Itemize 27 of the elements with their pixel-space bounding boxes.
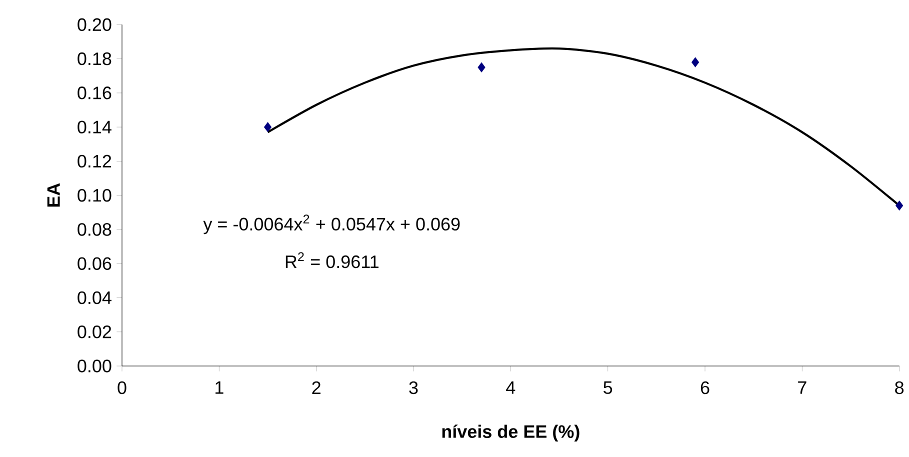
x-tick-label: 4 [506, 381, 516, 394]
y-axis-title: EA [47, 183, 60, 207]
x-tick-label: 7 [798, 381, 806, 394]
point [692, 57, 700, 68]
y-tick-label: 0.14 [78, 120, 112, 134]
y-tick-label: 0.04 [78, 291, 112, 304]
y-tick-label: 0.10 [78, 188, 112, 202]
point [478, 62, 486, 72]
x-tick-label: 8 [895, 381, 904, 394]
x-tick-label: 0 [118, 381, 126, 394]
y-tick-label: 0.20 [78, 18, 112, 32]
y-tick-label: 0.00 [78, 360, 112, 372]
x-tick-label: 1 [216, 381, 224, 394]
y-tick-label: 0.02 [78, 325, 112, 338]
x-tick-label: 5 [604, 381, 612, 394]
annotation: y = -0.0064x$^{2}$ + 0.0547x + 0.069 [203, 214, 460, 234]
x-tick-label: 2 [312, 381, 320, 394]
x-axis-title: níveis de EE (%) [442, 424, 580, 442]
y-tick-label: 0.18 [78, 52, 112, 66]
x-tick-label: 6 [700, 381, 710, 394]
y-tick-label: 0.12 [78, 154, 112, 168]
y-tick-label: 0.16 [78, 86, 112, 100]
y-tick-label: 0.08 [78, 223, 112, 236]
x-tick-label: 3 [409, 381, 418, 394]
y-tick-label: 0.06 [78, 257, 112, 270]
annotation: R$^{2}$ = 0.9611 [286, 252, 378, 268]
point [264, 122, 272, 132]
